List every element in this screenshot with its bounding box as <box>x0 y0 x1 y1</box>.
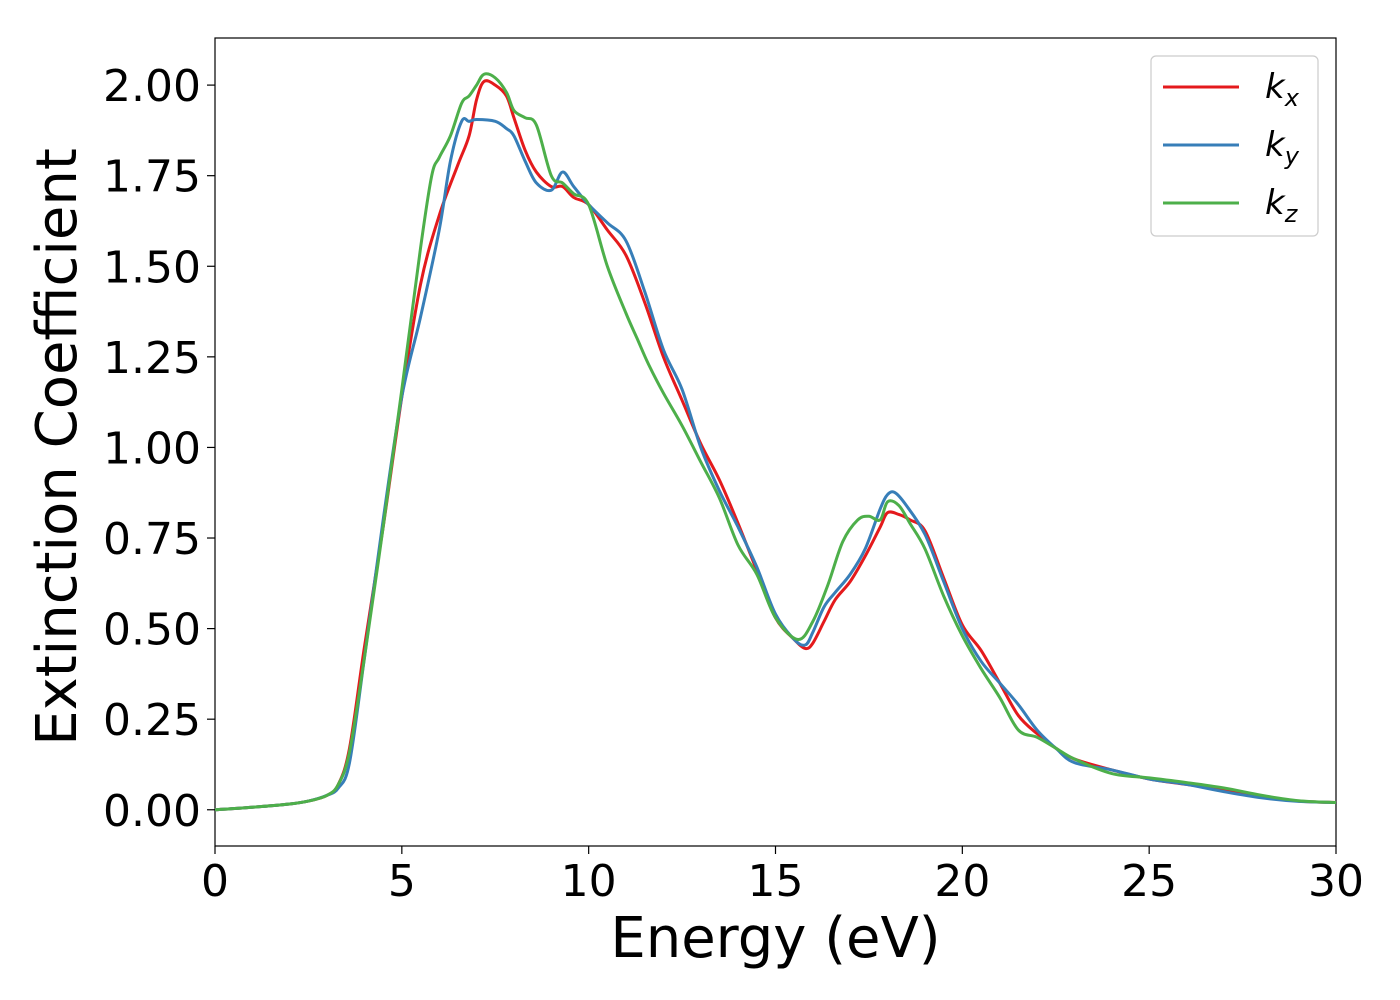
plot-area <box>214 37 1337 847</box>
x-tick-label: 10 <box>561 856 617 907</box>
x-tick-label: 15 <box>748 856 804 907</box>
x-axis-label: Energy (eV) <box>610 906 940 971</box>
y-tick-label: 0.00 <box>103 786 201 837</box>
y-axis-label: Extinction Coefficient <box>25 148 90 746</box>
series-line-ky <box>214 117 1337 812</box>
legend: kx ky kz <box>1150 55 1319 237</box>
x-tick-label: 0 <box>201 856 229 907</box>
x-tick-label: 25 <box>1121 856 1177 907</box>
plot-frame <box>214 37 1337 847</box>
y-tick-label: 0.50 <box>103 605 201 656</box>
y-tick-label: 1.25 <box>103 333 201 384</box>
legend-label-kz: kz <box>1265 183 1299 228</box>
y-tick-label: 0.75 <box>103 514 201 565</box>
y-tick-label: 1.75 <box>103 152 201 203</box>
legend-label-kx: kx <box>1265 67 1300 112</box>
legend-label-ky: ky <box>1265 125 1300 170</box>
x-tick-label: 30 <box>1308 856 1364 907</box>
x-tick-label: 20 <box>934 856 990 907</box>
y-tick-label: 0.25 <box>103 695 201 746</box>
y-axis-ticks: 0.00 0.25 0.50 0.75 1.00 1.25 1.50 1.75 2.00 <box>103 61 215 837</box>
y-tick-label: 1.50 <box>103 242 201 293</box>
series-lines <box>214 72 1337 812</box>
y-tick-label: 2.00 <box>103 61 201 112</box>
series-line-kz <box>214 72 1337 812</box>
x-axis-ticks: 0 5 10 15 20 25 30 <box>201 846 1364 907</box>
x-tick-label: 5 <box>388 856 416 907</box>
y-tick-label: 1.00 <box>103 423 201 474</box>
